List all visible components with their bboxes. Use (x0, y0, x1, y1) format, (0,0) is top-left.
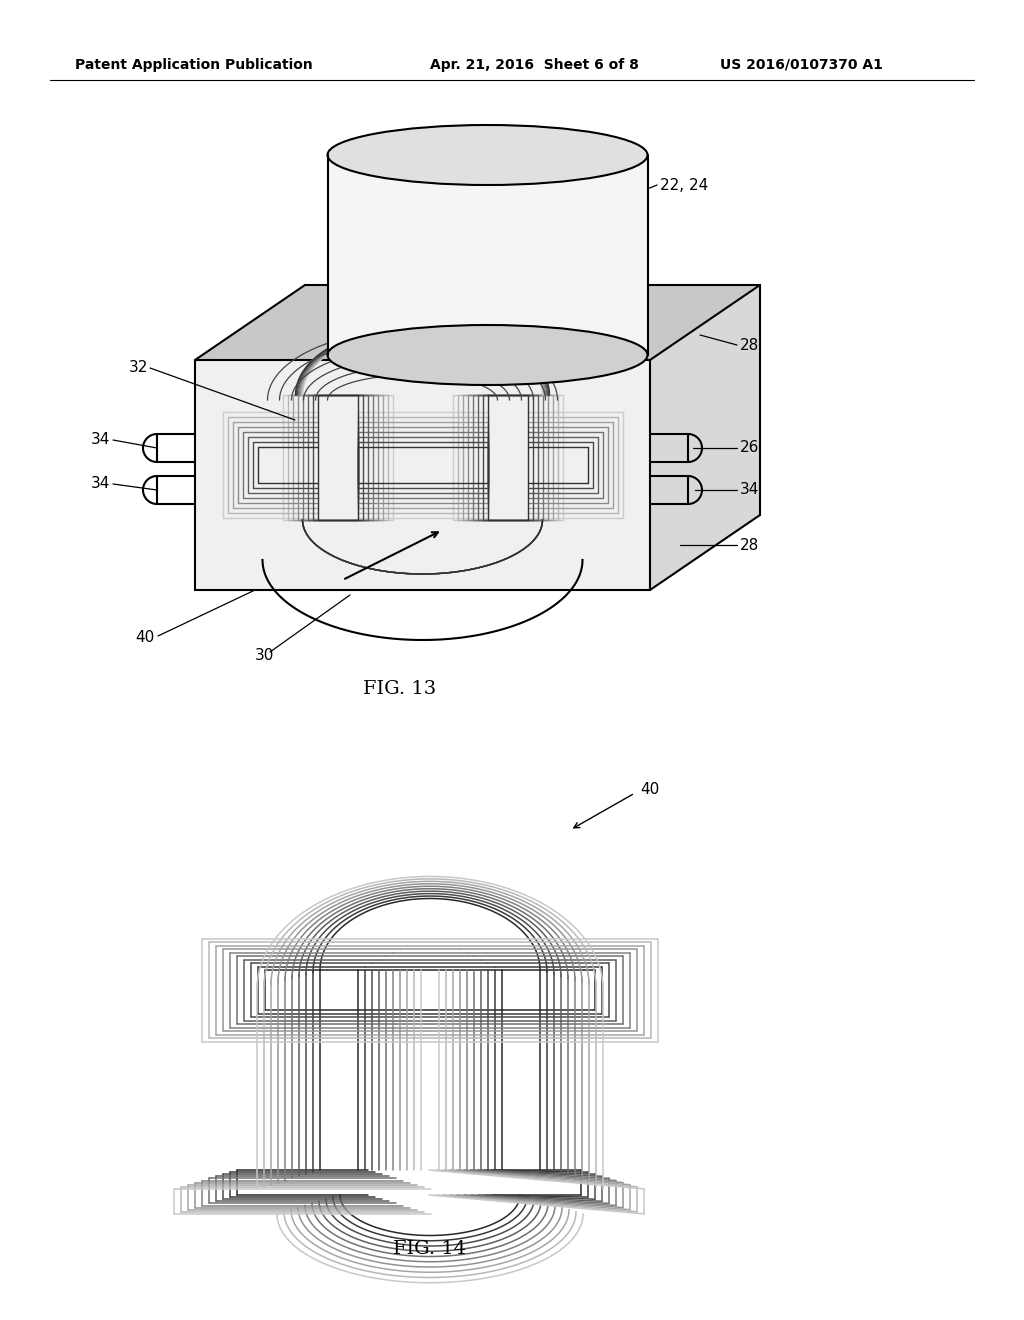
Polygon shape (195, 360, 650, 590)
Text: 34: 34 (91, 433, 110, 447)
Text: 22, 24: 22, 24 (660, 177, 709, 193)
Ellipse shape (328, 125, 647, 185)
Text: FIG. 14: FIG. 14 (393, 1239, 467, 1258)
Text: US 2016/0107370 A1: US 2016/0107370 A1 (720, 58, 883, 73)
Polygon shape (328, 154, 647, 355)
Text: 40: 40 (640, 783, 659, 797)
Ellipse shape (328, 325, 647, 385)
Text: 30: 30 (255, 648, 274, 663)
Text: FIG. 13: FIG. 13 (364, 680, 436, 698)
Text: 28: 28 (740, 537, 759, 553)
Text: 32: 32 (129, 360, 148, 375)
Polygon shape (650, 285, 760, 590)
Text: 26: 26 (740, 441, 760, 455)
Text: Apr. 21, 2016  Sheet 6 of 8: Apr. 21, 2016 Sheet 6 of 8 (430, 58, 639, 73)
Text: Patent Application Publication: Patent Application Publication (75, 58, 312, 73)
Text: 34: 34 (740, 483, 760, 498)
Text: 40: 40 (136, 631, 155, 645)
Polygon shape (195, 285, 760, 360)
Text: 34: 34 (91, 477, 110, 491)
Text: 28: 28 (740, 338, 759, 352)
